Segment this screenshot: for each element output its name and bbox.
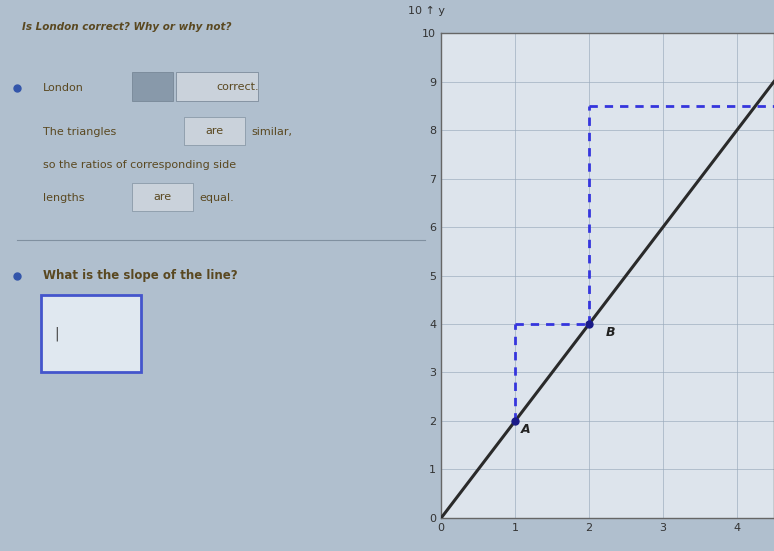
FancyBboxPatch shape — [176, 72, 258, 101]
Text: so the ratios of corresponding side: so the ratios of corresponding side — [43, 160, 237, 170]
FancyBboxPatch shape — [184, 117, 245, 145]
Text: |: | — [54, 326, 59, 341]
Text: 10 ↑ y: 10 ↑ y — [408, 6, 445, 16]
Text: are: are — [153, 192, 172, 202]
FancyBboxPatch shape — [132, 72, 173, 101]
Text: The triangles: The triangles — [43, 127, 117, 137]
Text: B: B — [605, 326, 615, 339]
FancyBboxPatch shape — [41, 295, 141, 372]
Text: equal.: equal. — [200, 193, 234, 203]
Text: lengths: lengths — [43, 193, 85, 203]
Text: similar,: similar, — [252, 127, 293, 137]
Text: What is the slope of the line?: What is the slope of the line? — [43, 269, 238, 282]
Text: are: are — [205, 126, 224, 136]
Text: correct.: correct. — [217, 82, 259, 91]
Text: A: A — [521, 423, 531, 436]
Text: London: London — [43, 83, 84, 93]
Text: Is London correct? Why or why not?: Is London correct? Why or why not? — [22, 22, 231, 32]
FancyBboxPatch shape — [132, 183, 193, 211]
